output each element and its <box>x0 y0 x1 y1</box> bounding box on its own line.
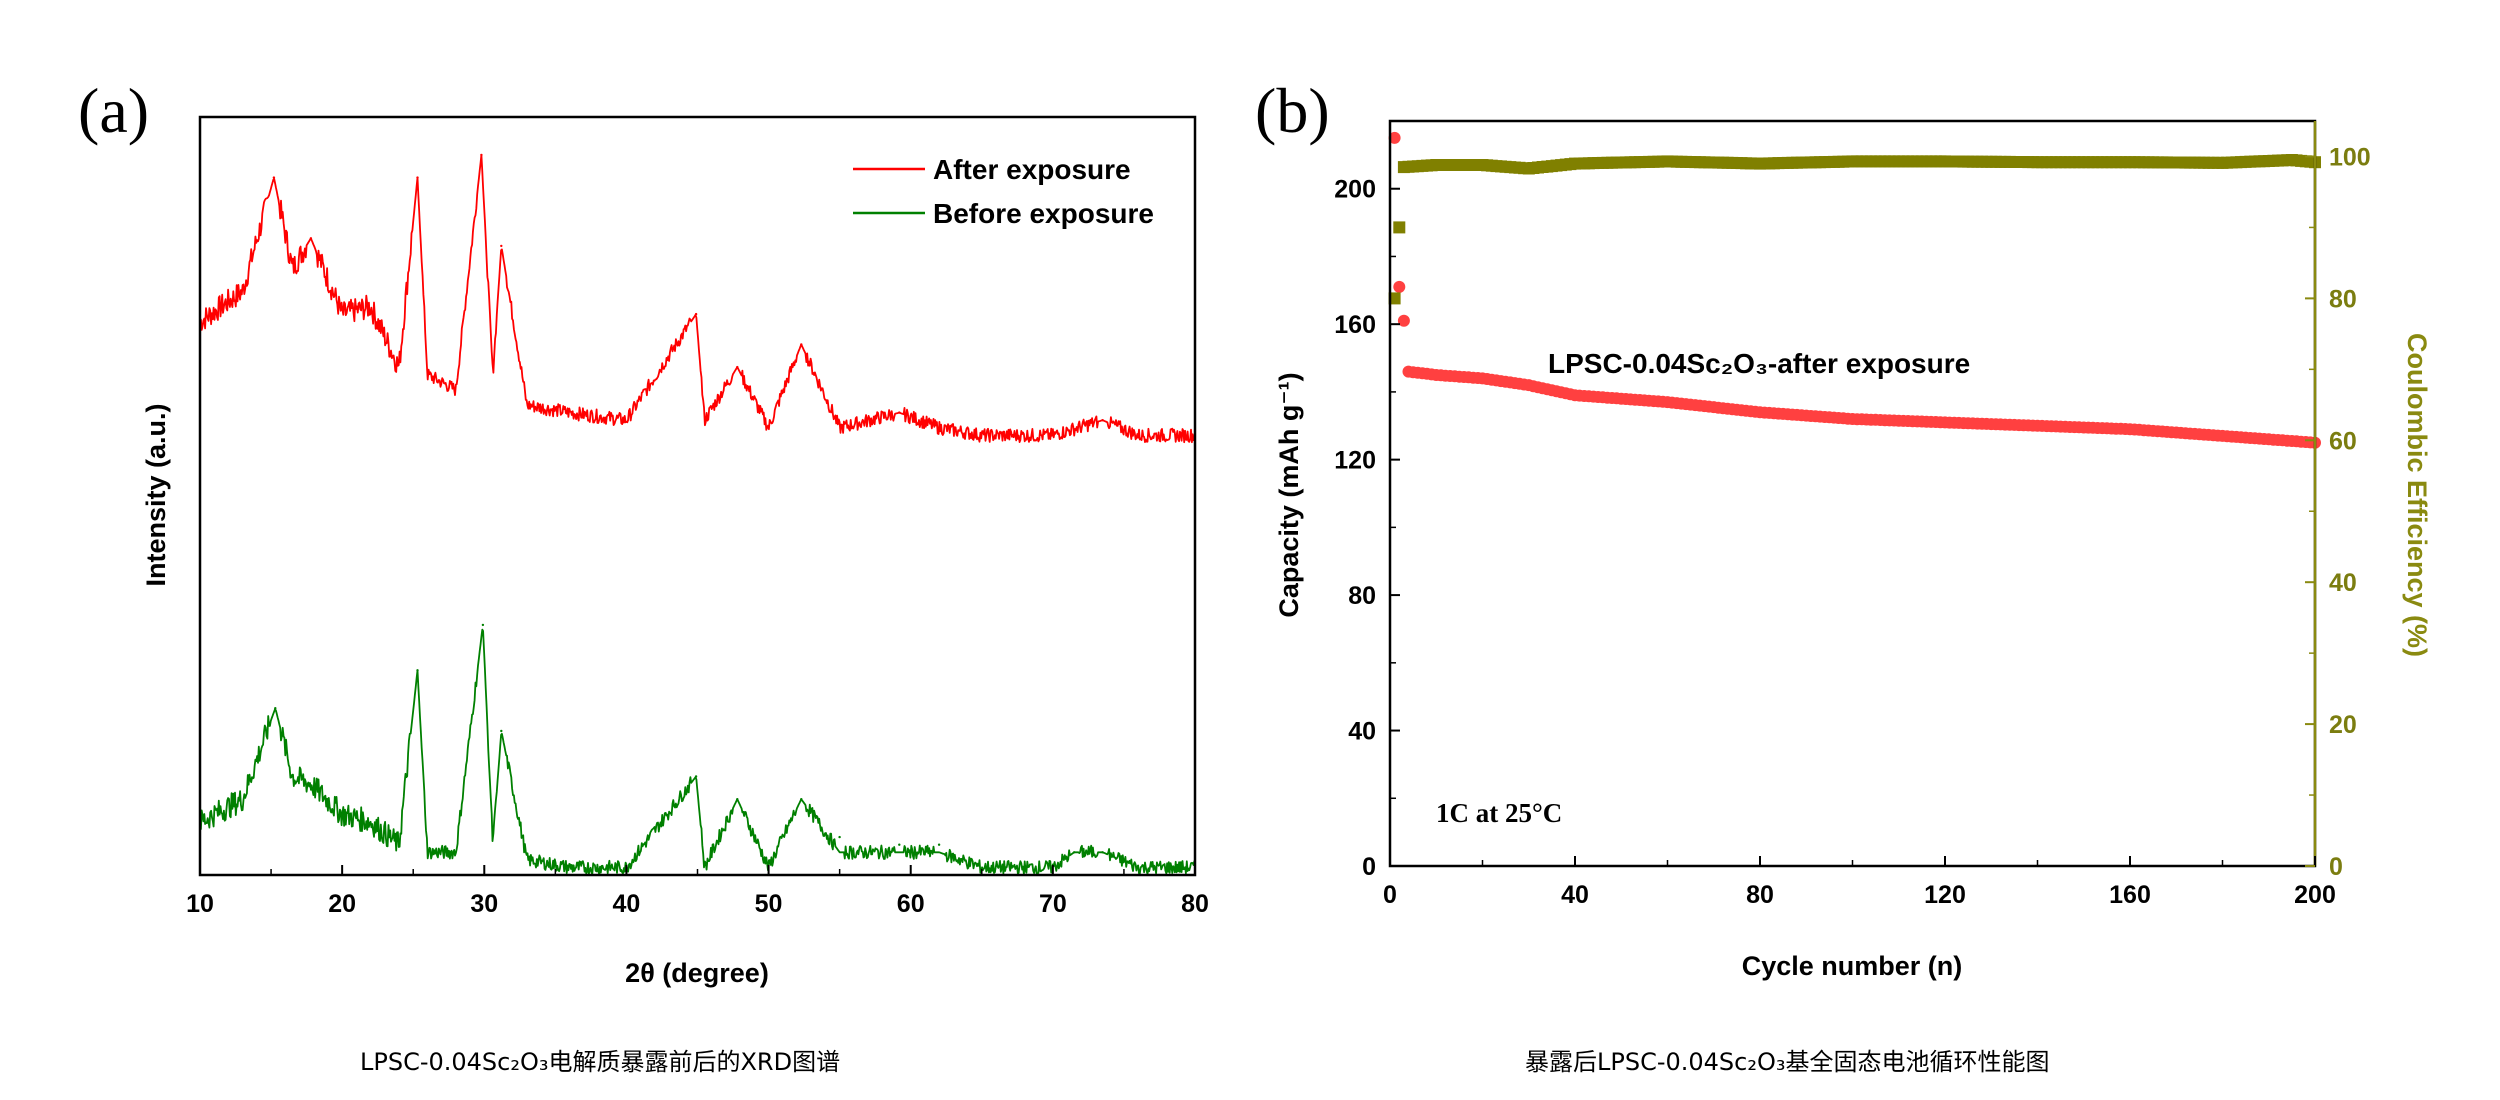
cycling-x-tick-label: 120 <box>1924 881 1966 909</box>
efficiency-y-tick-label: 0 <box>2329 853 2343 881</box>
efficiency-y-ticks: 0 20 40 60 80 100 <box>2305 143 2371 881</box>
xrd-peak-before-2 <box>481 623 485 627</box>
capacity-y-tick-label: 0 <box>1362 853 1376 881</box>
xrd-x-ticks: 10 20 30 40 50 60 70 80 <box>186 865 1209 918</box>
xrd-peak-after-9 <box>1101 419 1104 422</box>
xrd-peak-after-5 <box>694 312 698 316</box>
legend-label-before: Before exposure <box>933 198 1154 229</box>
xrd-peak-after-7 <box>800 343 803 346</box>
xrd-x-tick-label: 50 <box>755 890 783 918</box>
xrd-peak-before-1 <box>416 669 419 672</box>
xrd-peak-before-11 <box>1101 851 1104 854</box>
capacity-point <box>1397 314 1410 327</box>
xrd-x-tick-label: 40 <box>613 890 641 918</box>
xrd-peak-before-6 <box>800 798 803 801</box>
efficiency-y-tick-label: 20 <box>2329 711 2357 739</box>
efficiency-y-tick-label: 60 <box>2329 427 2357 455</box>
xrd-y-axis-title: Intensity (a.u.) <box>141 403 171 586</box>
xrd-x-tick-label: 30 <box>470 890 498 918</box>
panel-b-label: (b) <box>1255 75 1330 146</box>
xrd-plot-frame <box>198 115 1197 877</box>
panel-b-caption: 暴露后LPSC-0.04Sc₂O₃基全固态电池循环性能图 <box>1525 1048 2050 1076</box>
xrd-peak-before-8 <box>898 843 901 846</box>
xrd-peak-after-8 <box>898 411 901 414</box>
efficiency-point <box>1393 221 1406 234</box>
cycling-x-axis-title: Cycle number (n) <box>1742 951 1963 981</box>
capacity-y-tick-label: 80 <box>1348 582 1376 610</box>
capacity-y-tick-label: 160 <box>1334 311 1376 339</box>
efficiency-axis-title: Coulombic Efficiency (%) <box>2402 333 2432 657</box>
capacity-point <box>1388 131 1401 144</box>
xrd-peak-after-0 <box>272 176 276 179</box>
capacity-axis-title: Capacity (mAh g⁻¹) <box>1274 372 1304 617</box>
xrd-peak-after-3 <box>480 153 483 157</box>
xrd-peak-before-5 <box>736 798 739 801</box>
capacity-point <box>1393 280 1406 293</box>
xrd-x-tick-label: 80 <box>1181 890 1209 918</box>
xrd-x-axis-title: 2θ (degree) <box>625 958 769 988</box>
xrd-peak-before-4 <box>694 775 698 778</box>
cycling-x-tick-label: 0 <box>1383 881 1397 909</box>
cycling-plot <box>1388 131 2321 449</box>
xrd-x-tick-label: 10 <box>186 890 214 918</box>
xrd-peak-after-6 <box>736 365 739 369</box>
panel-a-caption: LPSC-0.04Sc₂O₃电解质暴露前后的XRD图谱 <box>360 1048 841 1076</box>
efficiency-y-tick-label: 100 <box>2329 143 2371 171</box>
capacity-series <box>1388 131 2321 449</box>
efficiency-y-tick-label: 80 <box>2329 285 2357 313</box>
cycling-x-tick-label: 80 <box>1746 881 1774 909</box>
cycling-x-tick-label: 40 <box>1561 881 1589 909</box>
xrd-peak-before-9 <box>937 843 941 846</box>
xrd-peak-after-2 <box>416 176 419 179</box>
xrd-peak-before-3 <box>500 729 503 733</box>
capacity-y-ticks: 0 40 80 120 160 200 <box>1334 120 1400 881</box>
xrd-peak-after-1 <box>309 237 313 240</box>
condition-annotation: 1C at 25°C <box>1436 798 1562 828</box>
cycling-plot-frame <box>1388 119 2317 868</box>
panel-b: (b) 0 40 80 120 160 200 0 40 80 120 160 200 0 20 40 6… <box>1255 75 2432 981</box>
cycling-x-ticks: 0 40 80 120 160 200 <box>1383 856 2336 909</box>
legend-label-after: After exposure <box>933 154 1131 185</box>
panel-a: (a) 10 20 30 40 50 60 70 80 2θ (degree) Intensi… <box>78 75 1209 988</box>
xrd-peak-after-4 <box>500 244 503 248</box>
xrd-plot <box>199 153 1196 876</box>
xrd-peak-before-10 <box>1073 851 1076 854</box>
sample-annotation: LPSC-0.04Sc₂O₃-after exposure <box>1548 348 1970 379</box>
cycling-x-tick-label: 160 <box>2109 881 2151 909</box>
xrd-x-tick-label: 20 <box>328 890 356 918</box>
xrd-peak-before-0 <box>274 707 277 710</box>
efficiency-series <box>1388 154 2321 305</box>
efficiency-y-tick-label: 40 <box>2329 569 2357 597</box>
capacity-y-tick-label: 120 <box>1334 447 1376 475</box>
cycling-x-tick-label: 200 <box>2294 881 2336 909</box>
xrd-x-tick-label: 70 <box>1039 890 1067 918</box>
xrd-series-after <box>199 153 1196 444</box>
efficiency-point <box>1388 292 1401 305</box>
xrd-series-before <box>199 628 1196 876</box>
xrd-x-tick-label: 60 <box>897 890 925 918</box>
xrd-peak-before-7 <box>838 835 841 839</box>
capacity-y-tick-label: 200 <box>1334 176 1376 204</box>
capacity-y-tick-label: 40 <box>1348 718 1376 746</box>
panel-a-label: (a) <box>78 75 149 146</box>
xrd-legend: After exposure Before exposure <box>853 154 1154 229</box>
